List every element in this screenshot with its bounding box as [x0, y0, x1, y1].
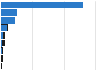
Bar — [1, 48, 2, 54]
Bar — [1, 17, 9, 23]
Bar — [1, 32, 4, 39]
Bar — [1, 17, 15, 24]
Bar — [1, 25, 7, 31]
Bar — [1, 63, 2, 69]
Bar — [1, 40, 4, 46]
Bar — [1, 2, 83, 8]
Bar — [1, 55, 3, 62]
Bar — [1, 24, 8, 31]
Bar — [1, 32, 3, 39]
Bar — [1, 40, 2, 47]
Bar — [1, 9, 17, 16]
Bar — [1, 47, 3, 54]
Bar — [1, 9, 15, 16]
